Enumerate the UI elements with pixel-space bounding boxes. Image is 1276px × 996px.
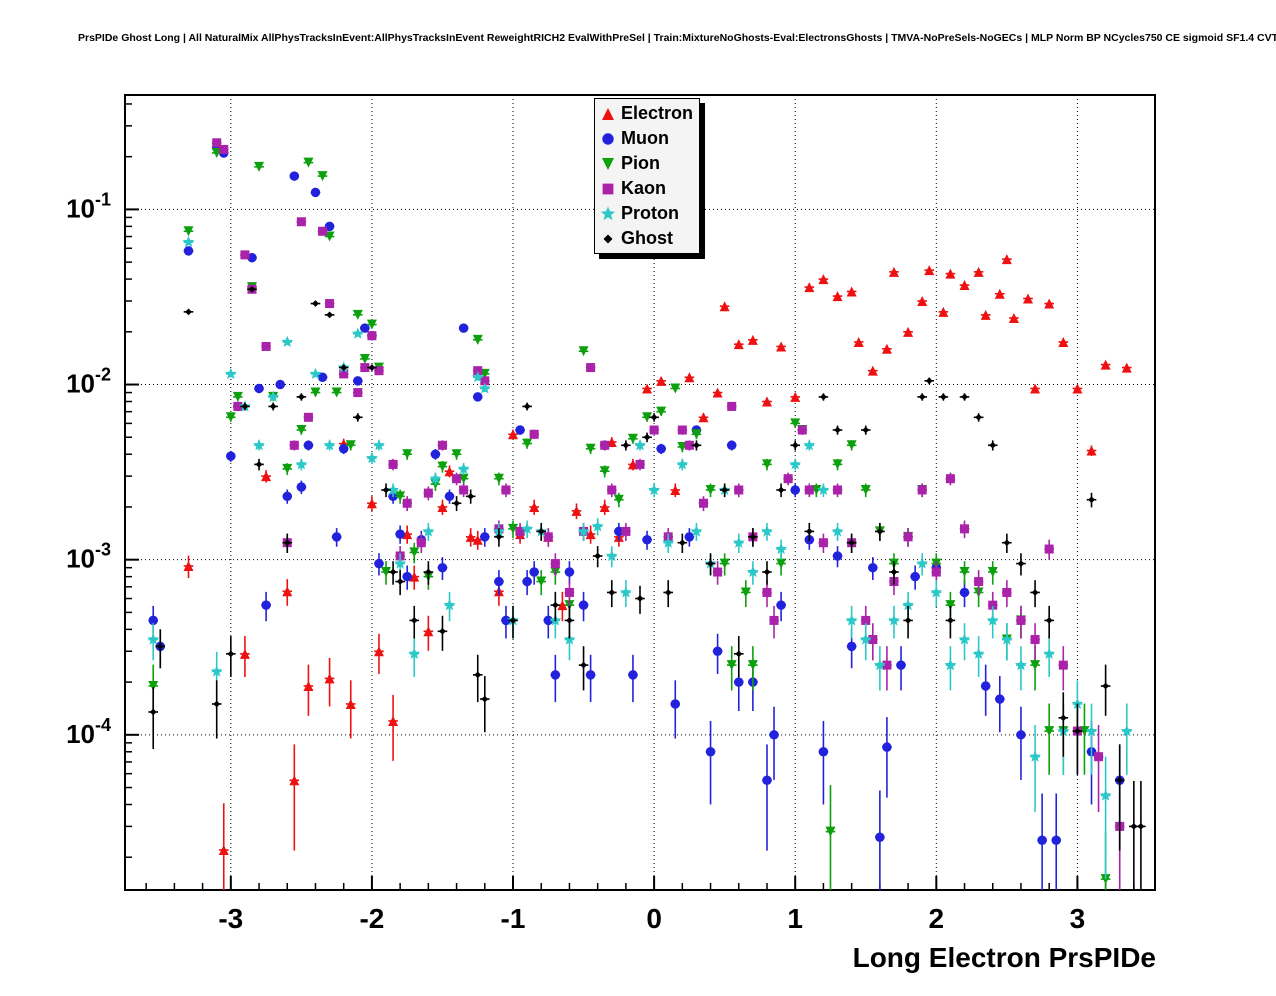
x-axis-title: Long Electron PrsPIDe [852,942,1156,973]
svg-text:10-3: 10-3 [66,540,111,574]
series-ghost [148,285,1146,890]
svg-text:-1: -1 [501,903,526,934]
legend-item-kaon: Kaon [599,176,693,201]
legend-item-muon: Muon [599,126,693,151]
legend-label: Muon [621,128,669,148]
svg-text:-2: -2 [359,903,384,934]
legend-label: Pion [621,153,660,173]
legend-label: Proton [621,203,679,223]
star-icon [600,206,616,220]
plot-frame [124,94,1156,891]
series-electron [183,254,1132,890]
triangle-up-icon [602,107,614,120]
svg-text:10-2: 10-2 [66,365,111,399]
svg-text:3: 3 [1070,903,1086,934]
legend-label: Kaon [621,178,666,198]
legend-item-electron: Electron [599,101,693,126]
legend: Electron Muon Pion Kaon Proton Ghost [594,98,701,254]
square-icon [602,183,614,194]
svg-text:2: 2 [929,903,945,934]
circle-icon [602,132,614,145]
diamond-icon [603,234,613,243]
svg-text:10-1: 10-1 [66,189,111,223]
triangle-down-icon [602,157,614,170]
x-tick-labels: -3 -2 -1 0 1 2 3 [218,903,1085,934]
legend-item-pion: Pion [599,151,693,176]
legend-label: Ghost [621,228,673,248]
svg-text:-3: -3 [218,903,243,934]
legend-item-ghost: Ghost [599,226,693,251]
legend-label: Electron [621,103,694,123]
svg-text:10-4: 10-4 [66,715,111,749]
svg-text:1: 1 [787,903,803,934]
svg-text:0: 0 [646,903,662,934]
plot-title: PrsPIDe Ghost Long | All NaturalMix AllP… [78,32,1276,44]
series-pion [148,147,1111,890]
y-tick-labels: 10-1 10-2 10-3 10-4 [66,189,111,748]
legend-item-proton: Proton [599,201,693,226]
series-proton [147,235,1133,880]
